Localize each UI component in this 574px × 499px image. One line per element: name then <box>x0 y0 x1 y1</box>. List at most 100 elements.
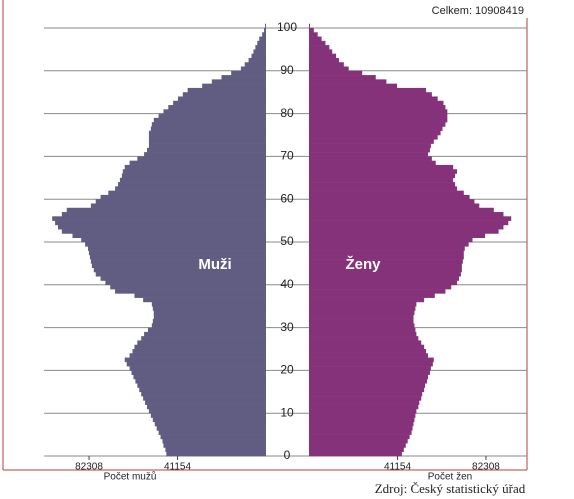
bar <box>182 92 266 97</box>
bar <box>309 28 314 33</box>
bar <box>309 323 415 328</box>
bar <box>309 434 410 440</box>
y-tick-label: 10 <box>280 405 294 419</box>
bar <box>309 426 413 431</box>
bar <box>309 147 430 153</box>
bar <box>309 383 426 388</box>
bar <box>309 451 402 457</box>
bar <box>309 301 417 307</box>
bar <box>309 344 425 350</box>
bar <box>259 36 266 42</box>
bar <box>309 212 504 217</box>
bar <box>129 366 266 371</box>
bar <box>309 156 432 161</box>
bar <box>309 105 446 110</box>
bar <box>240 66 266 72</box>
bar <box>309 391 423 397</box>
bar <box>309 122 446 127</box>
bar <box>309 177 454 183</box>
bar <box>309 75 376 80</box>
bar <box>168 105 266 110</box>
bar <box>153 310 266 316</box>
bar <box>309 92 432 97</box>
bar <box>309 263 462 268</box>
bar <box>173 100 266 106</box>
bar <box>137 156 266 161</box>
x-axis-label: Počet žen <box>428 472 472 483</box>
bar <box>134 344 266 350</box>
bar <box>143 396 266 401</box>
y-tick-label: 40 <box>280 277 294 291</box>
y-tick-label: 0 <box>284 448 291 462</box>
series-label: Muži <box>198 256 231 273</box>
y-tick-label: 70 <box>280 149 294 163</box>
bar <box>309 276 459 281</box>
bar <box>137 383 266 388</box>
bar <box>309 284 452 290</box>
bar <box>255 45 266 50</box>
series-label: Ženy <box>345 255 381 273</box>
bar <box>152 319 266 324</box>
bar <box>309 327 416 333</box>
bar <box>160 434 266 440</box>
bar <box>309 387 425 393</box>
bar <box>187 87 266 93</box>
bar <box>309 250 464 256</box>
bar <box>309 83 398 89</box>
bar <box>309 357 434 363</box>
bar <box>309 160 436 166</box>
bar <box>129 160 266 166</box>
bar <box>251 53 266 59</box>
bar <box>144 152 266 157</box>
bar <box>309 135 438 140</box>
bar <box>148 139 266 144</box>
bar <box>309 331 417 337</box>
y-tick-label: 60 <box>280 191 294 205</box>
bar <box>309 87 427 93</box>
bar <box>52 216 267 221</box>
bar <box>309 117 448 123</box>
bar <box>309 314 414 320</box>
bar <box>152 417 266 423</box>
bar <box>309 297 425 303</box>
bar <box>177 96 266 102</box>
bar <box>248 57 266 63</box>
bar <box>309 421 414 427</box>
y-tick-label: 100 <box>277 20 297 34</box>
bar <box>148 408 266 414</box>
bar <box>309 438 408 444</box>
bar <box>309 336 419 341</box>
y-tick-label: 50 <box>280 234 294 248</box>
bar <box>100 276 267 281</box>
bar <box>244 62 266 67</box>
bar <box>309 280 458 286</box>
bar <box>89 254 266 260</box>
bar <box>72 233 266 239</box>
bar <box>309 361 433 367</box>
bar <box>309 126 443 132</box>
bar <box>85 242 266 247</box>
bar <box>253 49 266 54</box>
bar <box>309 216 512 221</box>
bar <box>129 353 266 358</box>
bar <box>309 404 419 410</box>
bar <box>309 207 494 213</box>
bar <box>156 426 266 431</box>
bar <box>309 49 333 54</box>
bar <box>309 143 431 149</box>
y-tick-label: 90 <box>280 63 294 77</box>
bar <box>90 203 266 209</box>
bar <box>309 417 415 423</box>
bar <box>105 280 267 286</box>
x-tick-label: 82308 <box>75 462 103 473</box>
bar <box>309 306 416 311</box>
bar <box>257 40 266 46</box>
x-tick-label: 41154 <box>164 462 192 473</box>
y-tick-label: 80 <box>280 106 294 120</box>
bar <box>147 327 266 333</box>
bar <box>144 331 266 337</box>
bar <box>95 199 266 204</box>
bar <box>309 113 448 119</box>
bar <box>309 53 337 59</box>
